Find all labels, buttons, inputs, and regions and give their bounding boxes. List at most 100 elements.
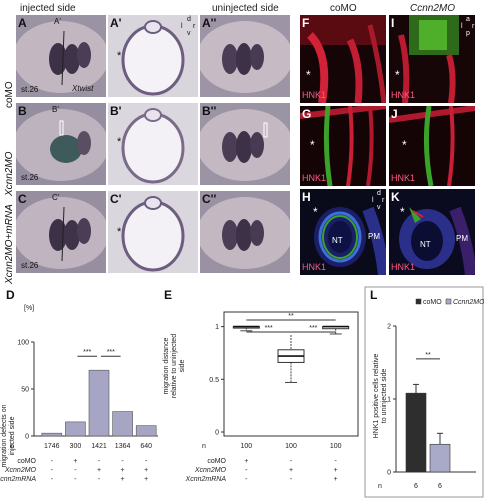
chart-d-n-value: 1746 xyxy=(44,443,60,450)
pm-label-k: PM xyxy=(456,234,468,243)
chart-d-condition-mark: + xyxy=(121,467,125,474)
compass-left-label: l xyxy=(181,23,183,30)
chart-e-condition-mark: - xyxy=(334,458,337,465)
chart-d-y-tick-label: 0 xyxy=(25,434,29,441)
chart-l-bar xyxy=(429,443,451,473)
fluorescence-image-j xyxy=(389,106,475,186)
tile-marker-c-prime: C' xyxy=(52,193,60,202)
panel-label-b-double-prime: B'' xyxy=(202,104,217,118)
chart-e-condition-name: Xcnn2MO xyxy=(194,467,227,474)
hnk1-label-i: HNK1 xyxy=(391,90,416,100)
chart-e-condition-mark: + xyxy=(289,467,293,474)
hnk1-label-h: HNK1 xyxy=(302,262,327,272)
row-label-xcnn2mo-mrna: Xcnn2MO+mRNA xyxy=(4,204,15,284)
chart-e-y-tick-label: 0.5 xyxy=(209,377,219,384)
panel-label-d: D xyxy=(6,288,15,302)
chart-e-condition-name: coMO xyxy=(207,458,226,465)
chart-d-n-label: n xyxy=(10,443,14,450)
asterisk-a-prime: * xyxy=(117,50,122,62)
chart-d-condition-mark: + xyxy=(144,476,148,483)
lateral-compass-left: l xyxy=(461,23,463,30)
panel-label-b: B xyxy=(18,104,27,118)
chart-e-sig-label: ** xyxy=(288,313,294,320)
chart-d-n-value: 1364 xyxy=(115,443,131,450)
chart-d-bar xyxy=(112,411,133,437)
chart-l-frame xyxy=(364,286,484,498)
header-injected-side: injected side xyxy=(20,3,76,14)
chart-d-sig-label: *** xyxy=(107,349,115,356)
chart-d-bar xyxy=(135,425,157,437)
hnk1-label-g: HNK1 xyxy=(302,173,327,183)
stage-label-b: st.26 xyxy=(21,173,39,182)
chart-e-sig-label: *** xyxy=(309,325,317,332)
chart-d-condition-name: coMO xyxy=(17,458,36,465)
chart-d-bar xyxy=(41,432,63,437)
chart-d-condition-mark: - xyxy=(51,476,54,483)
chart-e-condition-mark: - xyxy=(290,476,293,483)
chart-e-significance: ***** *** xyxy=(246,313,336,333)
chart-e-conditions-table: n 100 100 100 coMO + - - Xcnn2MO - + + Xcnn2mRNA - - + xyxy=(185,443,342,483)
fluorescence-image-i xyxy=(389,15,475,103)
section-compass-left: l xyxy=(372,197,374,204)
chart-d-condition-mark: + xyxy=(121,476,125,483)
asterisk-f: * xyxy=(306,68,311,82)
chart-e-sig-label: *** xyxy=(265,325,273,332)
chart-l-y-tick-label: 2 xyxy=(387,324,391,331)
embryo-image-a xyxy=(16,15,106,97)
chart-d-condition-mark: - xyxy=(74,467,77,474)
chart-e-y-tick-label: 0 xyxy=(215,430,219,437)
chart-d-condition-mark: - xyxy=(98,458,101,465)
fluorescence-image-k xyxy=(389,189,475,275)
asterisk-c-prime: * xyxy=(117,226,122,238)
panel-label-c-double-prime: C'' xyxy=(202,192,217,206)
chart-d-condition-mark: - xyxy=(121,458,124,465)
chart-e-y-tick-label: 1 xyxy=(215,324,219,331)
section-compass-bottom: v xyxy=(377,204,381,211)
hnk1-label-f: HNK1 xyxy=(302,90,327,100)
lateral-compass-top: a xyxy=(466,16,470,23)
panel-label-a: A xyxy=(18,16,27,30)
chart-l-bars xyxy=(405,383,451,473)
chart-e-n-label: n xyxy=(202,443,206,450)
chart-d-n-value: 1421 xyxy=(91,443,107,450)
panel-label-c-prime: C' xyxy=(110,192,122,206)
section-compass-right: r xyxy=(382,197,385,204)
chart-e-plot-frame xyxy=(223,311,359,437)
chart-l-legend-swatch xyxy=(415,298,422,305)
asterisk-h: * xyxy=(313,205,318,219)
chart-l-hnk1-cells: HNK1 positive cells relativeto uninjecte… xyxy=(364,286,484,498)
hnk1-label-k: HNK1 xyxy=(391,262,416,272)
panel-label-e: E xyxy=(164,288,173,302)
chart-l-legend: coMO Ccnn2MO xyxy=(415,298,484,306)
chart-d-sig-label: *** xyxy=(83,349,91,356)
panel-label-g: G xyxy=(302,107,312,121)
embryo-image-b-double-prime xyxy=(200,103,290,185)
chart-d-significance: *** *** xyxy=(77,349,121,357)
chart-e-migration-distance: migration distancerelative to uninjected… xyxy=(163,311,359,483)
chart-l-significance: ** xyxy=(416,352,440,360)
stage-label-c: st.26 xyxy=(21,261,39,270)
chart-e-condition-mark: + xyxy=(334,476,338,483)
chart-e-n-value: 100 xyxy=(330,443,342,450)
chart-d-condition-mark: - xyxy=(98,476,101,483)
header-uninjected-side: uninjected side xyxy=(212,3,279,14)
chart-e-n-value: 100 xyxy=(240,443,252,450)
chart-d-condition-mark: + xyxy=(73,458,77,465)
asterisk-k: * xyxy=(400,205,405,219)
chart-d-n-value: 300 xyxy=(70,443,82,450)
chart-d-condition-mark: - xyxy=(145,458,148,465)
chart-e-condition-mark: - xyxy=(245,467,248,474)
lateral-compass-bottom: p xyxy=(466,30,470,37)
panel-label-f: F xyxy=(302,16,310,30)
embryo-image-c-double-prime xyxy=(200,191,290,273)
header-ccnn2mo: Ccnn2MO xyxy=(410,3,456,14)
panel-label-k: K xyxy=(391,190,400,204)
chart-d-bars xyxy=(41,369,157,437)
chart-d-conditions-table: n 1746 300 1421 1364 640 coMO - + - - - Xcnn2MO - - + + +… xyxy=(0,443,152,483)
compass-bottom-label: v xyxy=(187,30,191,37)
panel-label-c: C xyxy=(18,192,27,206)
chart-d-bar xyxy=(65,421,86,437)
chart-e-axis: 00.51 xyxy=(209,311,359,437)
fluorescence-image-f xyxy=(300,15,386,103)
chart-l-ylabel: HNK1 positive cells relativeto uninjecte… xyxy=(373,353,388,438)
